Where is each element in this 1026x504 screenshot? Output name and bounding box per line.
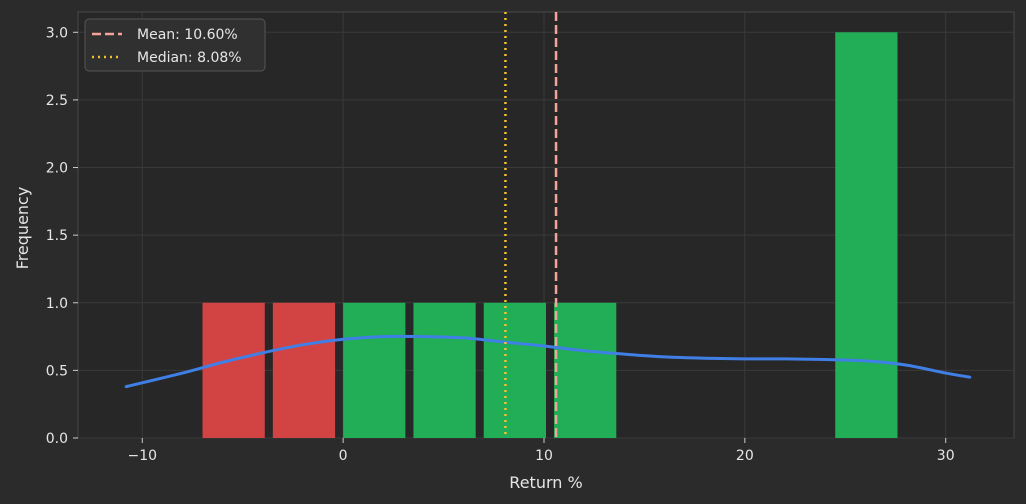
histogram-bar xyxy=(413,302,476,438)
y-tick-label: 0.5 xyxy=(46,363,68,379)
y-tick-label: 0.0 xyxy=(46,431,68,447)
x-tick-label: 10 xyxy=(535,448,553,464)
reference-lines xyxy=(504,12,558,438)
y-tick-label: 1.0 xyxy=(46,296,68,312)
x-axis-label: Return % xyxy=(509,473,582,492)
y-tick-label: 2.5 xyxy=(46,93,68,109)
histogram-bar xyxy=(202,302,265,438)
x-tick-label: 30 xyxy=(937,448,955,464)
legend-box xyxy=(84,18,266,72)
y-tick-label: 2.0 xyxy=(46,161,68,177)
kde-curve xyxy=(124,334,972,389)
y-tick-label: 3.0 xyxy=(46,25,68,41)
histogram-bar xyxy=(272,302,336,438)
histogram-bar xyxy=(483,302,546,438)
legend: Mean: 10.60% Median: 8.08% xyxy=(84,18,266,72)
x-tick-label: 20 xyxy=(736,448,754,464)
axis-ticks: −10 0 10 20 30 0.0 0.5 1.0 1.5 2.0 2.5 3.0 xyxy=(46,25,955,464)
x-tick-label: 0 xyxy=(339,448,348,464)
histogram-bar xyxy=(554,302,617,438)
x-tick-label: −10 xyxy=(128,448,158,464)
legend-mean-label: Mean: 10.60% xyxy=(137,27,238,43)
y-tick-label: 1.5 xyxy=(46,228,68,244)
legend-median-label: Median: 8.08% xyxy=(137,50,242,66)
kde-curve-layer xyxy=(124,334,972,389)
histogram-bars xyxy=(202,32,898,439)
histogram-bar xyxy=(343,302,406,438)
histogram-bar xyxy=(835,32,898,439)
y-axis-label: Frequency xyxy=(13,187,32,270)
